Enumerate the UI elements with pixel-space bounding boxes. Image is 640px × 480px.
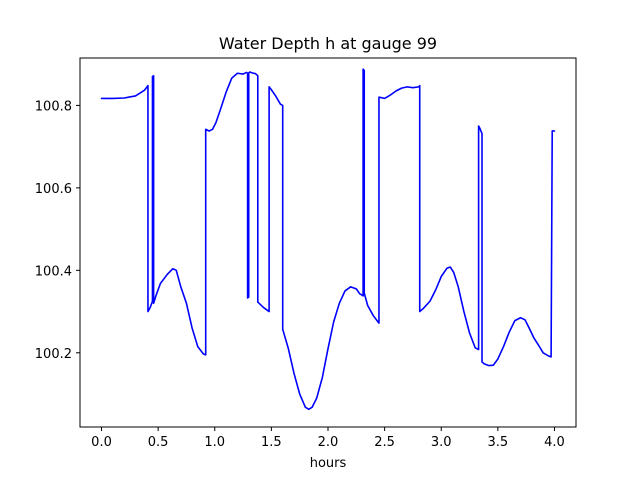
series-line-0 [100,68,556,411]
y-axis: 100.2 100.4 100.6 100.8 [35,99,80,362]
x-tick-label: 1.0 [204,435,225,450]
x-tick-label: 2.0 [318,435,339,450]
x-tick-label: 3.0 [431,435,452,450]
x-tick-label: 0.0 [91,435,112,450]
x-axis: 0.0 0.5 1.0 1.5 2.0 2.5 3.0 3.5 4.0 [91,427,565,450]
x-tick-label: 3.5 [488,435,509,450]
x-tick-label: 2.5 [374,435,395,450]
y-tick-label: 100.2 [35,347,72,362]
x-tick-label: 1.5 [261,435,282,450]
x-axis-title: hours [310,456,347,471]
y-tick-label: 100.6 [35,182,72,197]
x-tick-label: 4.0 [544,435,565,450]
series-layer [100,68,556,411]
x-tick-label: 0.5 [148,435,169,450]
chart-title: Water Depth h at gauge 99 [219,34,437,53]
y-tick-label: 100.4 [35,264,72,279]
y-tick-label: 100.8 [35,99,72,114]
